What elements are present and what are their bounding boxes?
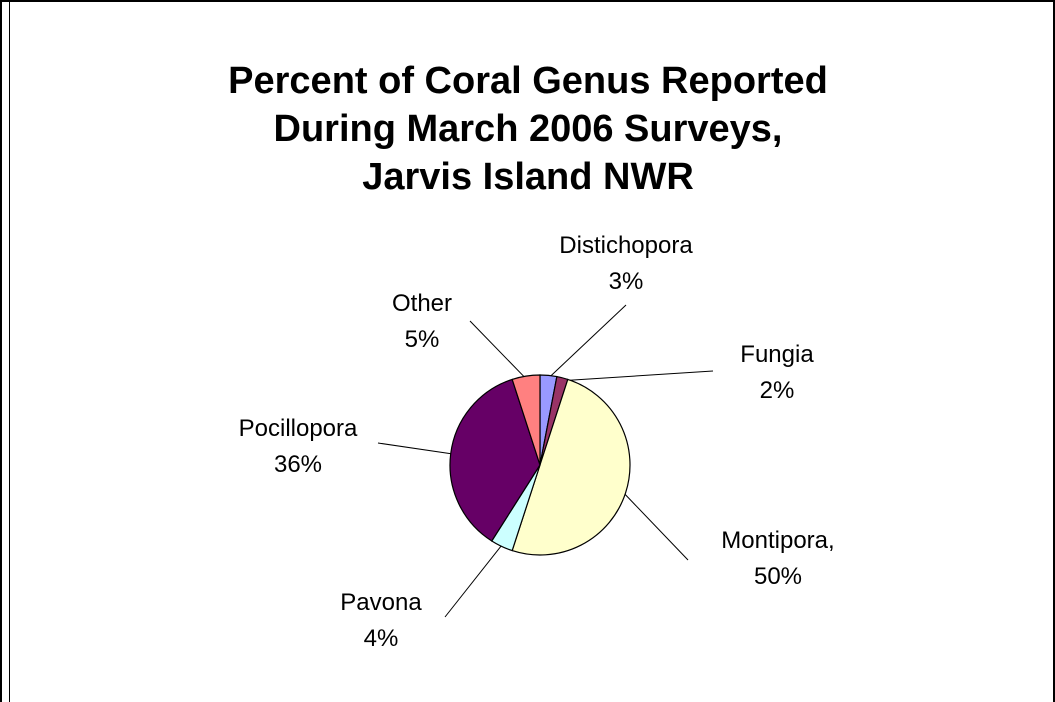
frame-inner-rule — [9, 2, 10, 702]
leader-line-other — [469, 320, 527, 380]
pie-slice-other — [511, 374, 541, 466]
leader-line-distichopora — [547, 304, 627, 379]
slice-label-pct-other: 5% — [405, 326, 440, 353]
slice-label-pct-pavona: 4% — [364, 625, 399, 652]
pie-slice-pocillopora — [449, 378, 541, 542]
slice-label-pct-montipora: 50% — [754, 563, 802, 590]
slice-label-name-montipora: Montipora, — [721, 527, 834, 554]
slice-label-pct-pocillopora: 36% — [274, 451, 322, 478]
chart-title-line-1: Percent of Coral Genus Reported — [228, 60, 828, 102]
leader-line-fungia — [561, 370, 714, 382]
slice-label-name-fungia: Fungia — [740, 341, 814, 368]
leader-line-pavona — [444, 543, 504, 618]
slice-label-name-other: Other — [392, 290, 452, 317]
leader-line-pocillopora — [377, 442, 454, 455]
leader-lines — [377, 304, 714, 618]
slice-label-pct-fungia: 2% — [760, 377, 795, 404]
slice-labels: Distichopora 3% Fungia 2% Montipora, 50% Pavon… — [239, 232, 835, 652]
chart-title-line-3: Jarvis Island NWR — [362, 156, 694, 198]
pie-slices — [449, 374, 631, 556]
slice-label-name-pavona: Pavona — [340, 589, 422, 616]
leader-line-montipora — [622, 491, 689, 561]
slice-label-pct-distichopora: 3% — [609, 268, 644, 295]
slice-label-name-pocillopora: Pocillopora — [239, 415, 358, 442]
chart-title-line-2: During March 2006 Surveys, — [274, 108, 783, 150]
slice-label-name-distichopora: Distichopora — [559, 232, 693, 259]
pie-slice-montipora — [511, 378, 631, 556]
